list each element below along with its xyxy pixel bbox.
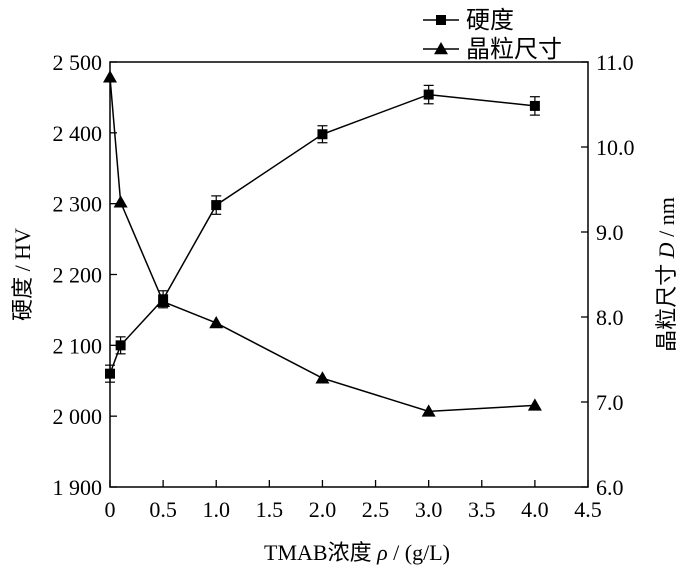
y-right-axis-title-var: D xyxy=(654,242,679,259)
y-right-tick-label: 9.0 xyxy=(596,220,624,245)
legend-label: 硬度 xyxy=(466,7,514,34)
data-point xyxy=(113,195,128,208)
y-left-tick-label: 2 100 xyxy=(53,333,103,358)
y-left-tick-label: 2 000 xyxy=(53,404,103,429)
x-axis-title-var: ρ xyxy=(376,540,388,565)
data-point xyxy=(211,200,222,211)
data-point xyxy=(315,371,330,384)
y-right-tick-label: 10.0 xyxy=(596,135,635,160)
data-point xyxy=(103,70,117,83)
x-axis-title-unit: / (g/L) xyxy=(388,540,450,565)
data-point xyxy=(115,340,126,351)
y-right-tick-label: 11.0 xyxy=(596,50,634,75)
y-left-axis-title: 硬度 / HV xyxy=(10,228,35,321)
y-left-tick-label: 2 300 xyxy=(53,192,103,217)
data-point xyxy=(156,294,171,307)
legend-label: 晶粒尺寸 xyxy=(466,36,562,63)
y-left-tick-label: 1 900 xyxy=(53,475,103,500)
y-left-tick-label: 2 200 xyxy=(53,263,103,288)
x-tick-label: 4.5 xyxy=(574,497,602,522)
x-tick-label: 1.5 xyxy=(256,497,284,522)
x-tick-label: 1.0 xyxy=(202,497,230,522)
series-layer xyxy=(103,70,542,417)
x-tick-label: 0 xyxy=(105,497,116,522)
x-axis-title-text: TMAB浓度 xyxy=(264,540,377,565)
series-hardness xyxy=(105,84,540,383)
y-left-tick-label: 2 500 xyxy=(53,50,103,75)
y-right-axis-title-text: 晶粒尺寸 xyxy=(654,258,679,352)
data-point xyxy=(421,404,436,417)
legend-marker xyxy=(436,15,446,25)
series-grain-size xyxy=(103,70,542,417)
x-tick-label: 2.0 xyxy=(309,497,337,522)
x-axis-title: TMAB浓度 ρ / (g/L) xyxy=(264,540,450,565)
x-tick-label: 2.5 xyxy=(362,497,390,522)
x-tick-label: 4.0 xyxy=(521,497,549,522)
plot-frame xyxy=(109,61,589,488)
y-right-tick-label: 6.0 xyxy=(596,475,624,500)
y-right-axis-title-unit: / nm xyxy=(654,197,679,242)
axes: 0 0.5 1.0 1.5 2.0 2.5 3.0 3.5 4.0 4.5 1 900 2 000 2 … xyxy=(10,50,679,565)
data-point xyxy=(527,398,542,411)
y-right-tick-label: 8.0 xyxy=(596,305,624,330)
y-right-tick-label: 7.0 xyxy=(596,390,624,415)
data-point xyxy=(423,89,434,100)
legend-marker xyxy=(434,42,448,55)
x-tick-label: 0.5 xyxy=(149,497,177,522)
data-point xyxy=(317,129,328,140)
y-left-tick-label: 2 400 xyxy=(53,121,103,146)
data-point xyxy=(529,100,540,111)
x-tick-label: 3.5 xyxy=(468,497,496,522)
data-point xyxy=(105,368,115,379)
data-point xyxy=(209,315,224,329)
y-right-axis-title: 晶粒尺寸 D / nm xyxy=(654,197,679,352)
x-tick-label: 3.0 xyxy=(415,497,443,522)
